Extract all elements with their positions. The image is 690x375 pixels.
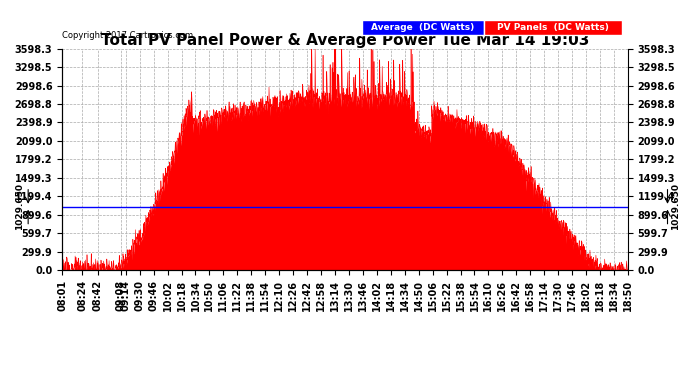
Text: Copyright 2017 Cartronics.com: Copyright 2017 Cartronics.com (62, 31, 193, 40)
Text: Average  (DC Watts): Average (DC Watts) (371, 23, 475, 32)
Text: 1029.650: 1029.650 (671, 183, 680, 230)
FancyBboxPatch shape (362, 20, 484, 36)
Text: 1029.650: 1029.650 (15, 183, 24, 230)
Title: Total PV Panel Power & Average Power Tue Mar 14 19:03: Total PV Panel Power & Average Power Tue… (101, 33, 589, 48)
Text: PV Panels  (DC Watts): PV Panels (DC Watts) (497, 23, 609, 32)
FancyBboxPatch shape (484, 20, 622, 36)
